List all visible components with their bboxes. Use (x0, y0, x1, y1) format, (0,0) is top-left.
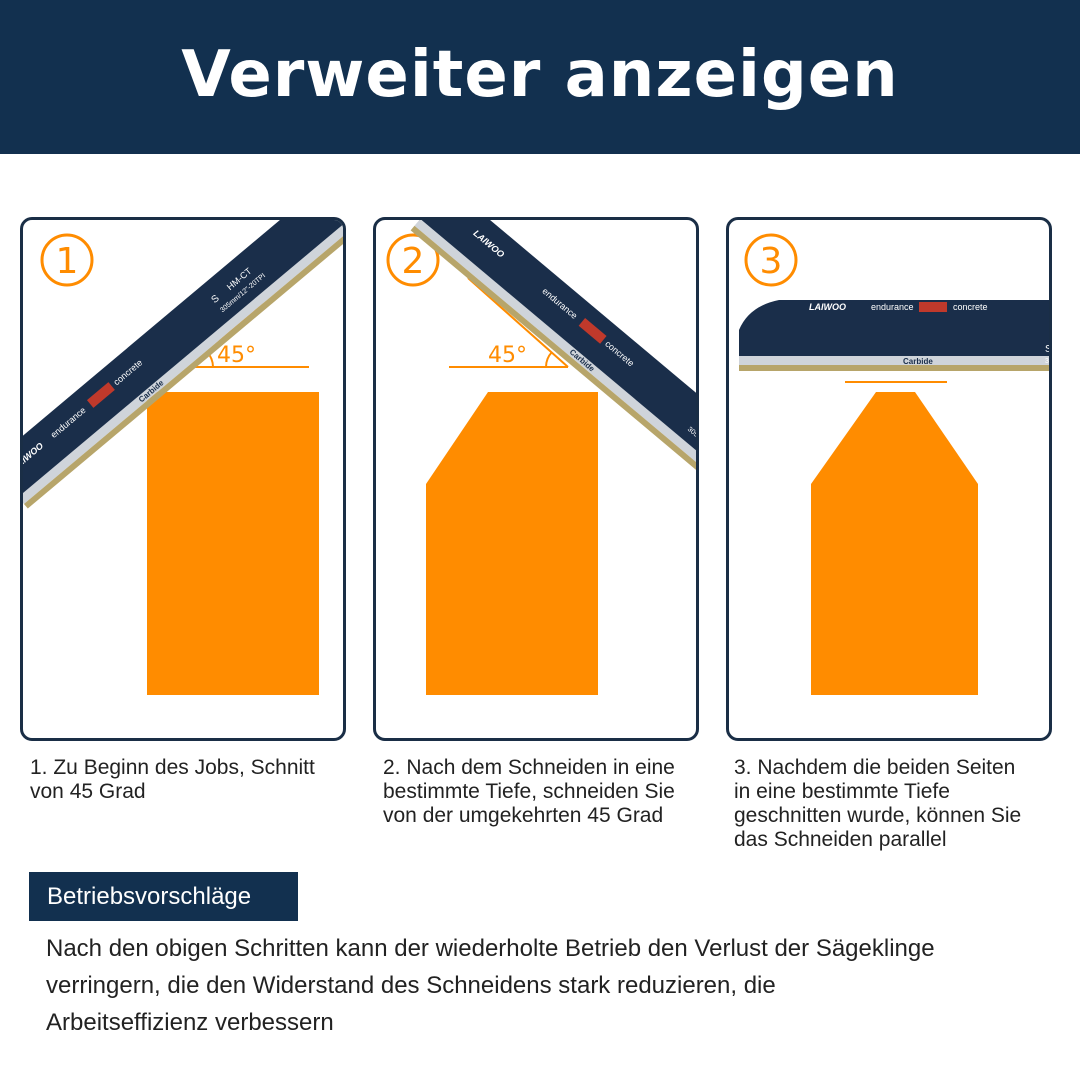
workpiece (426, 392, 598, 695)
workpiece (811, 392, 978, 695)
step-1-panel: 1 45° LAIWOO endurance concrete Carbide … (20, 217, 346, 741)
saw-blade: LAIWOO endurance concrete Carbide S 305m… (410, 220, 699, 504)
blade-endurance-text: endurance (871, 302, 914, 312)
angle-label: 45° (488, 343, 527, 368)
saw-blade: LAIWOO endurance concrete Carbide S 30 (739, 300, 1052, 371)
step-number-circle (386, 233, 440, 287)
section-label: Betriebsvorschläge (29, 872, 298, 921)
blade-carbide-text: Carbide (903, 357, 933, 366)
workpiece (147, 392, 319, 695)
page-title: Verweiter anzeigen (181, 38, 899, 112)
step-2-panel: 2 45° LAIWOO endurance concrete Carbide … (373, 217, 699, 741)
blade-red-badge (86, 382, 115, 408)
step-1-caption: 1. Zu Beginn des Jobs, Schnitt von 45 Gr… (30, 756, 315, 803)
blade-s-text: S (1045, 344, 1052, 355)
angle-arc (545, 351, 553, 368)
step-number: 2 (402, 241, 425, 282)
step-3-caption: 3. Nachdem die beiden Seiten in eine bes… (734, 756, 1022, 851)
header-banner: Verweiter anzeigen (0, 0, 1080, 154)
blade-size-text: 30 (1045, 358, 1052, 365)
step-number: 3 (760, 241, 783, 282)
step-3-panel: 3 LAIWOO endurance concrete Carbide S 30 (726, 217, 1052, 741)
step-1-illustration: 1 45° LAIWOO endurance concrete Carbide … (23, 220, 343, 695)
step-number: 1 (56, 241, 79, 282)
step-number-circle (744, 233, 798, 287)
angle-label: 45° (217, 343, 256, 368)
step-2-caption: 2. Nach dem Schneiden in eine bestimmte … (383, 756, 675, 827)
step-number-circle (40, 233, 94, 287)
blade-concrete-text: concrete (953, 302, 988, 312)
blade-brand: LAIWOO (809, 302, 846, 312)
blade-s-text: S (693, 414, 699, 427)
saw-blade: LAIWOO endurance concrete Carbide S HM-C… (23, 220, 343, 509)
blade-red-badge (578, 318, 607, 344)
step-3-illustration: 3 LAIWOO endurance concrete Carbide S 30 (739, 233, 1052, 695)
section-text: Nach den obigen Schritten kann der wiede… (46, 935, 935, 1036)
blade-red-badge (919, 302, 947, 312)
step-2-illustration: 2 45° LAIWOO endurance concrete Carbide … (386, 220, 699, 695)
